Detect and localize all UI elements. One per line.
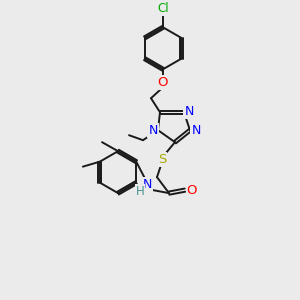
Text: Cl: Cl [157, 2, 169, 15]
Text: O: O [187, 184, 197, 196]
Text: N: N [148, 124, 158, 137]
Text: S: S [158, 153, 166, 166]
Text: N: N [184, 105, 194, 118]
Text: N: N [191, 124, 201, 137]
Text: N: N [142, 178, 152, 190]
Text: H: H [136, 184, 144, 198]
Text: O: O [158, 76, 168, 89]
